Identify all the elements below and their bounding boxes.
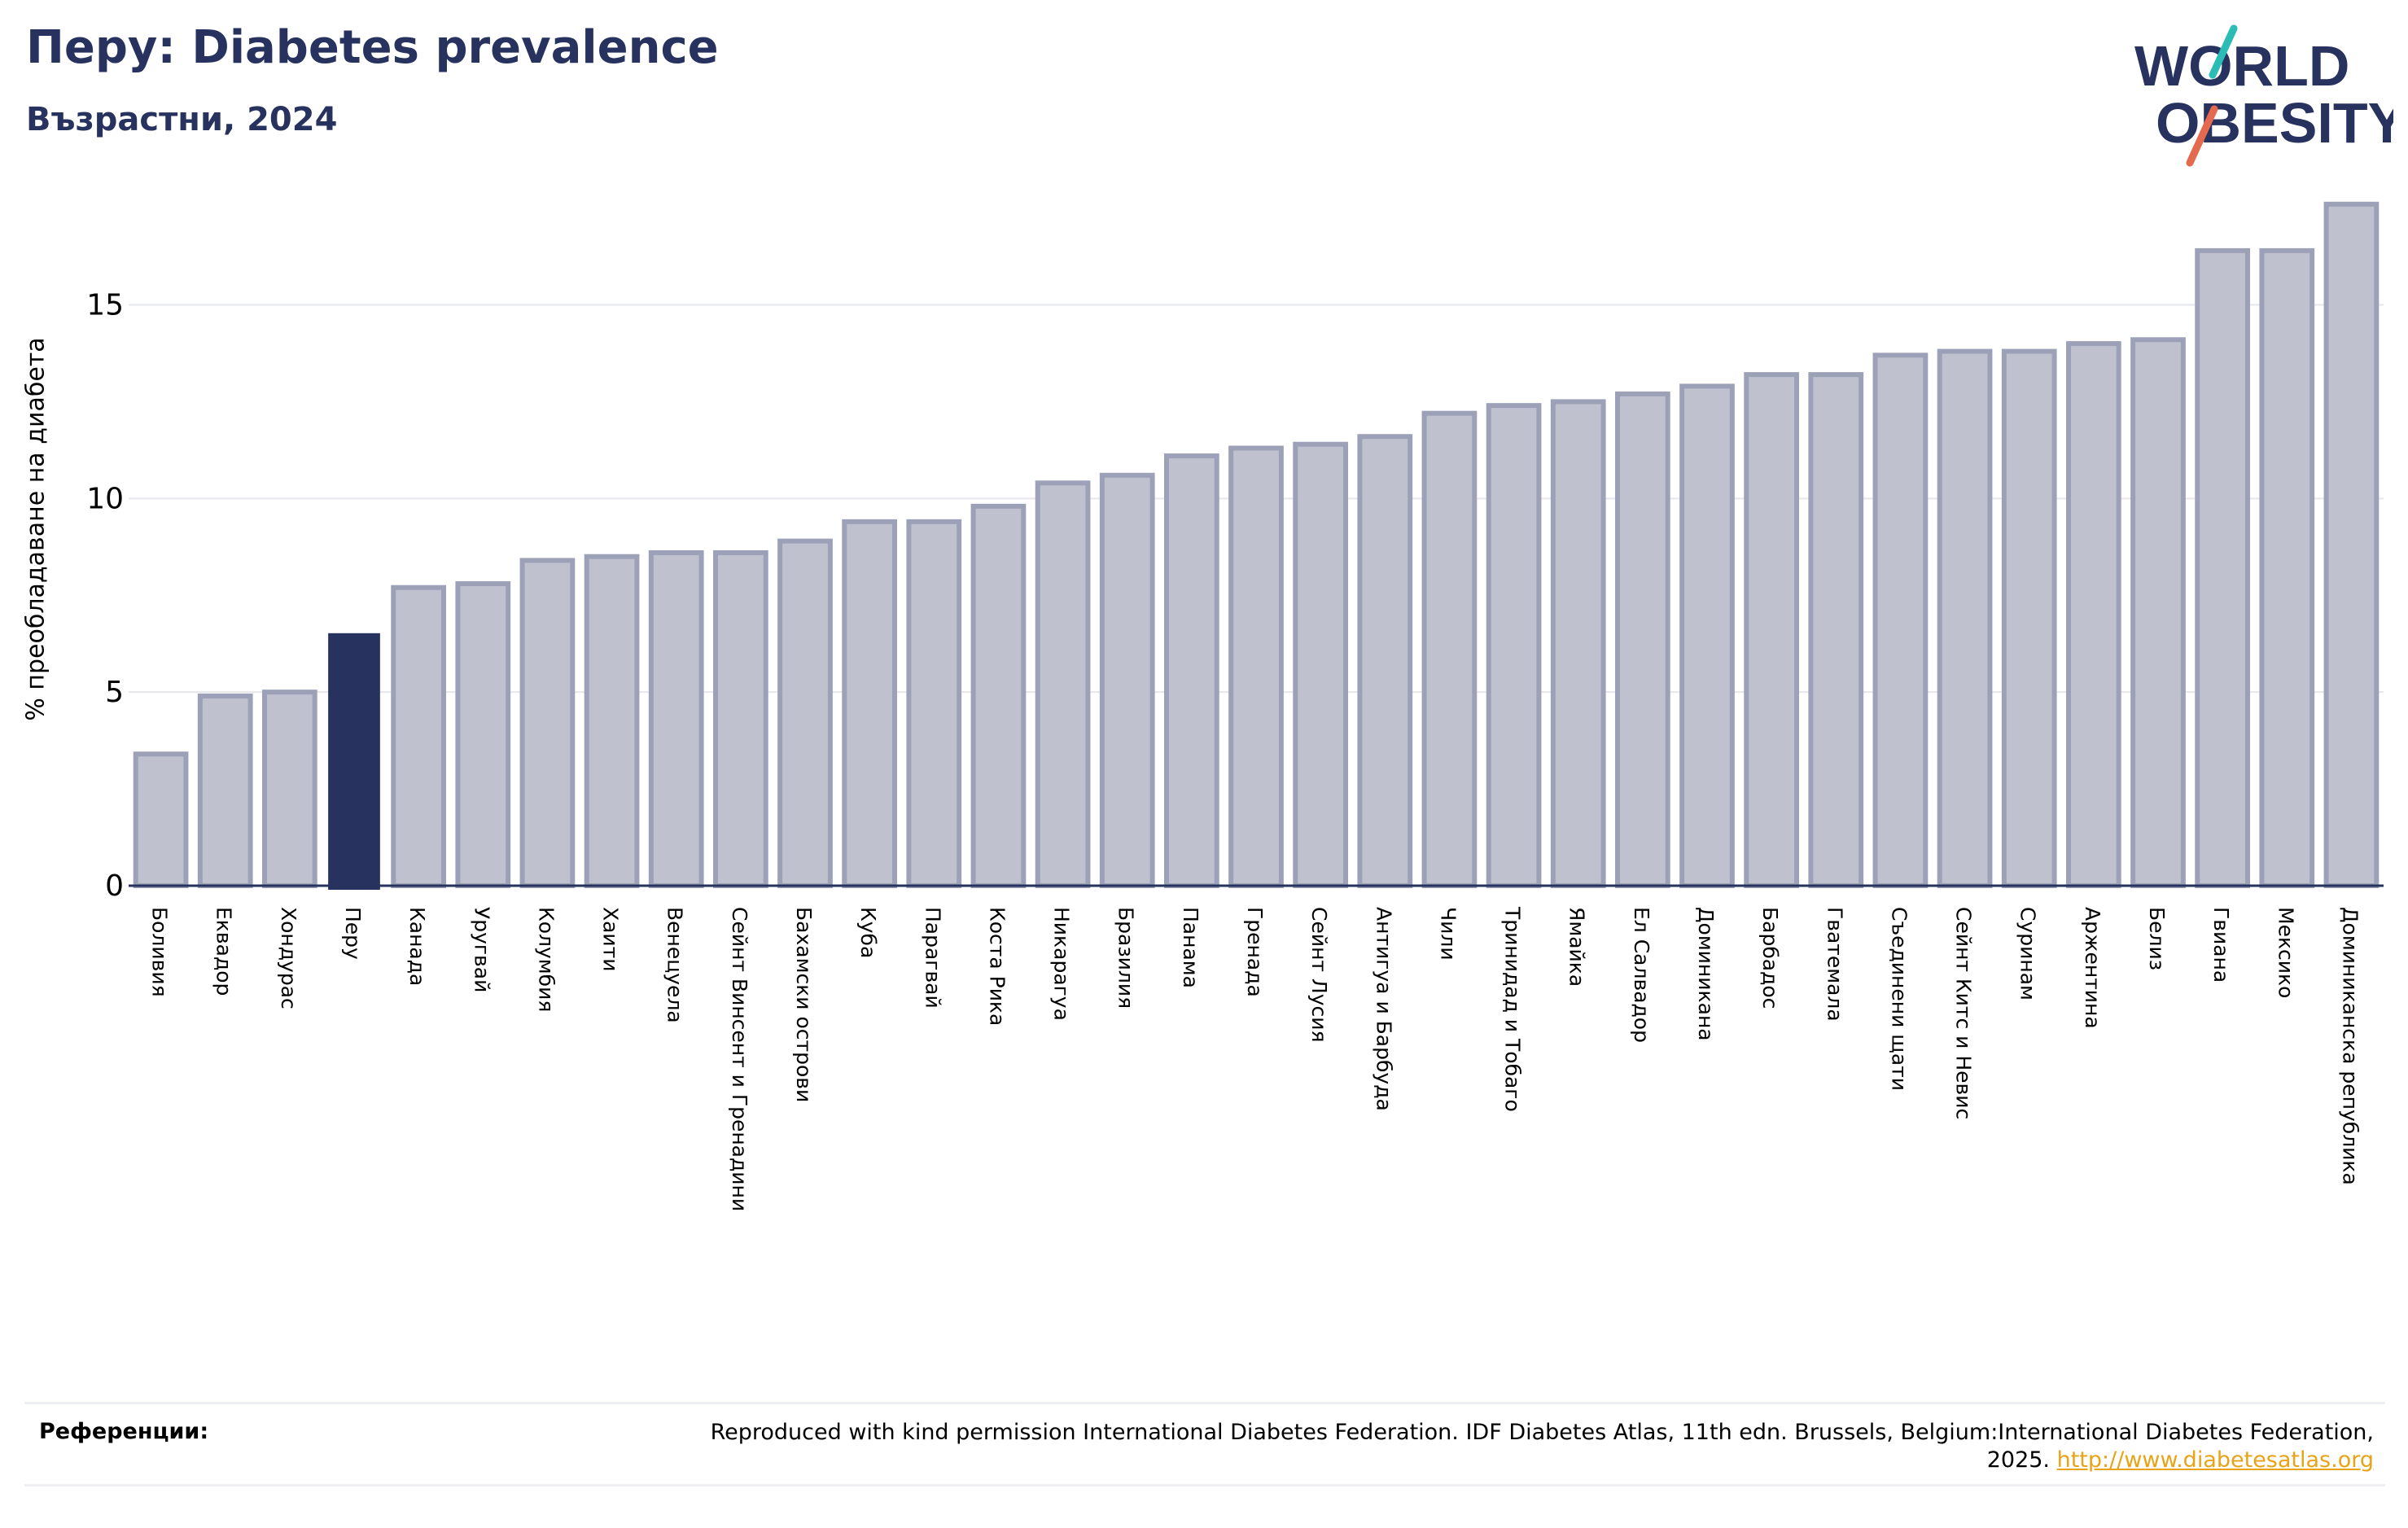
- bar: [1035, 480, 1091, 888]
- x-tick-label: Колумбия: [534, 907, 558, 1012]
- bar: [1679, 383, 1735, 889]
- x-tick-label: Перу: [341, 907, 365, 960]
- bars: [133, 201, 2380, 890]
- bar: [133, 751, 189, 888]
- x-tick-label: Гренада: [1243, 907, 1267, 997]
- x-tick-label: Аржентина: [2081, 907, 2104, 1029]
- references-text: Reproduced with kind permission Internat…: [710, 1420, 2374, 1473]
- x-tick-labels: Боливия Еквадор Хондурас Перу Канада Уругвай К…: [148, 906, 2362, 1211]
- bar: [2130, 337, 2186, 888]
- world-obesity-logo: WORLD OBESITY: [2134, 24, 2393, 167]
- bar: [1357, 434, 1413, 888]
- x-tick-label: Хондурас: [277, 907, 300, 1009]
- bar: [1614, 391, 1670, 888]
- bar: [391, 584, 447, 888]
- bar: [1099, 472, 1155, 889]
- bar: [2323, 201, 2380, 889]
- bar: [1550, 399, 1606, 888]
- chart-subtitle: Възрастни, 2024: [26, 101, 338, 138]
- bar: [1744, 372, 1800, 888]
- bar: [906, 519, 962, 888]
- references-label: Референции:: [39, 1419, 209, 1444]
- bar: [1163, 453, 1219, 888]
- y-tick-label: 15: [86, 288, 124, 322]
- bar: [519, 558, 576, 888]
- bar: [1937, 348, 1993, 888]
- x-tick-label: Суринам: [2016, 907, 2040, 1000]
- bar: [2001, 348, 2057, 888]
- x-tick-label: Барбадос: [1758, 907, 1782, 1009]
- x-tick-label: Чили: [1436, 907, 1460, 961]
- bar: [1808, 372, 1864, 888]
- x-tick-label: Сейнт Китс и Невис: [1952, 907, 1976, 1119]
- x-tick-label: Ел Салвадор: [1630, 907, 1653, 1043]
- x-tick-label: Гватемала: [1823, 907, 1846, 1022]
- bar-chart: 0 5 10 15 Боливия Еквадор Хондурас Перу Канада У…: [86, 201, 2384, 1211]
- bar: [2065, 341, 2121, 888]
- x-tick-label: Канада: [405, 907, 429, 986]
- x-tick-label: Съединени щати: [1887, 907, 1911, 1091]
- x-tick-label: Ямайка: [1565, 907, 1589, 987]
- x-tick-label: Парагвай: [921, 907, 944, 1009]
- x-tick-label: Панама: [1179, 907, 1202, 988]
- y-ticks: 0 5 10 15: [86, 288, 124, 903]
- bar: [1872, 352, 1929, 888]
- bar: [648, 549, 704, 889]
- bar: [261, 690, 317, 889]
- x-tick-label: Бразилия: [1114, 907, 1138, 1009]
- bar: [777, 538, 833, 888]
- logo-line-1: WORLD: [2134, 34, 2349, 98]
- bar: [842, 519, 898, 888]
- references-text-block: Reproduced with kind permission Internat…: [664, 1419, 2374, 1474]
- y-tick-label: 0: [105, 869, 124, 903]
- references-link[interactable]: http://www.diabetesatlas.org: [2056, 1447, 2374, 1473]
- x-tick-label: Боливия: [148, 907, 172, 997]
- y-axis-label: % преобладаване на диабета: [21, 337, 50, 721]
- x-tick-label: Тринидад и Тобаго: [1501, 906, 1525, 1112]
- bar: [1293, 441, 1349, 888]
- x-tick-label: Гвиана: [2209, 907, 2233, 983]
- x-tick-label: Доминиканска република: [2338, 907, 2362, 1185]
- x-tick-label: Венецуела: [663, 907, 687, 1023]
- bar: [2195, 247, 2251, 888]
- references-bottom-divider: [24, 1484, 2385, 1486]
- logo-slash-top: [2209, 24, 2238, 79]
- x-tick-label: Антигуа и Барбуда: [1372, 907, 1395, 1111]
- bar: [584, 554, 640, 888]
- x-tick-label: Бахамски острови: [792, 907, 816, 1102]
- x-tick-label: Никарагуа: [1050, 907, 1074, 1021]
- references-top-divider: [24, 1402, 2385, 1404]
- y-tick-label: 5: [105, 676, 124, 709]
- bar: [970, 503, 1027, 888]
- bar: [1421, 410, 1478, 889]
- x-tick-label: Сейнт Лусия: [1307, 907, 1331, 1043]
- bar-highlight: [328, 633, 380, 890]
- bar: [712, 549, 768, 889]
- chart-title: Перу: Diabetes prevalence: [26, 21, 719, 74]
- logo-slash-bottom: [2186, 105, 2218, 167]
- x-tick-label: Еквадор: [212, 907, 236, 996]
- y-tick-label: 10: [86, 482, 124, 515]
- x-tick-label: Уругвай: [470, 907, 493, 992]
- x-tick-label: Сейнт Винсент и Гренадини: [728, 907, 751, 1211]
- x-tick-label: Коста Рика: [985, 907, 1009, 1026]
- x-tick-label: Куба: [856, 907, 880, 958]
- x-tick-label: Белиз: [2145, 907, 2169, 970]
- bar: [1228, 445, 1284, 888]
- bar: [1486, 403, 1542, 888]
- bar: [2259, 247, 2315, 888]
- x-tick-label: Доминикана: [1694, 907, 1718, 1041]
- x-tick-label: Хаити: [599, 907, 623, 972]
- bar: [197, 693, 253, 889]
- x-tick-label: Мексико: [2274, 907, 2297, 998]
- bar: [455, 580, 511, 888]
